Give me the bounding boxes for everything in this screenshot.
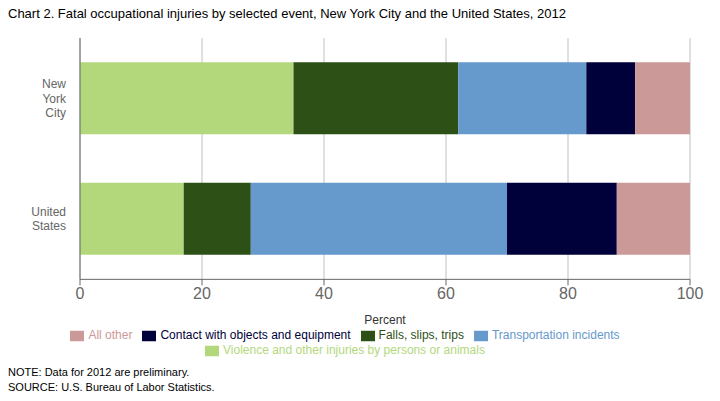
html-text:Violence and other injuries by: Violence and other injuries by persons o… [223,343,485,358]
html-text:NOTE: Data for 2012 are prelim: NOTE: Data for 2012 are preliminary. SOU… [8,366,215,394]
svg-text:20: 20 [193,285,211,302]
svg-text:60: 60 [437,285,455,302]
svg-text:UnitedStates: UnitedStates [31,205,66,233]
html-text:Transportation incidents: Transportation incidents [491,328,620,343]
html-text:All other: All other [88,328,133,343]
html-text:Falls, slips, trips: Falls, slips, trips [378,328,464,343]
html-text:Chart 2. Fatal occupational in: Chart 2. Fatal occupational injuries by … [8,6,566,21]
svg-text:0: 0 [76,285,85,302]
svg-text:100: 100 [677,285,704,302]
html-text:Contact with objects and equip: Contact with objects and equipment [160,328,351,343]
svg-text:NewYorkCity: NewYorkCity [42,77,67,120]
svg-text:Percent: Percent [364,313,406,327]
svg-text:80: 80 [559,285,577,302]
svg-text:40: 40 [315,285,333,302]
